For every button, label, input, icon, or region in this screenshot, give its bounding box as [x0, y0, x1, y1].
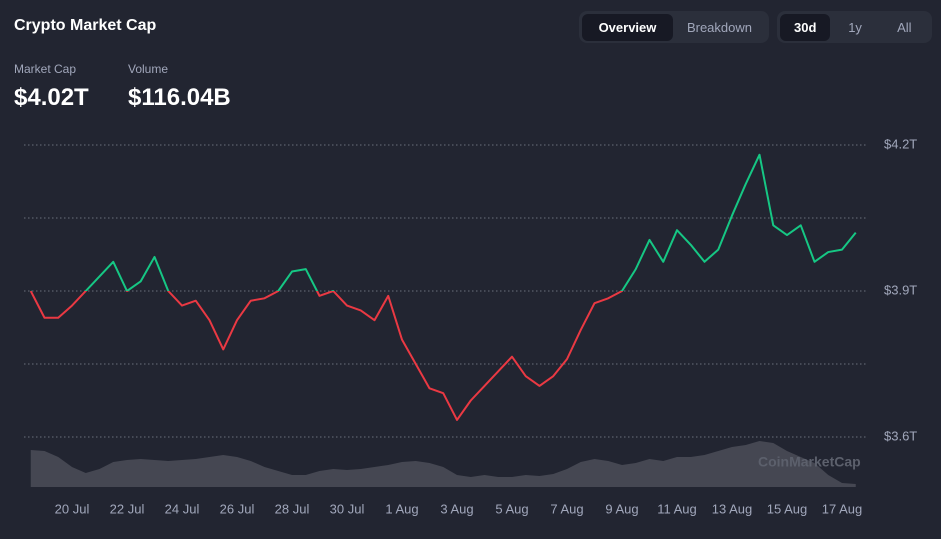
x-tick-label: 22 Jul	[110, 501, 145, 516]
x-tick-label: 30 Jul	[330, 501, 365, 516]
tab[interactable]: Breakdown	[686, 19, 752, 35]
x-tick-label: 9 Aug	[605, 501, 638, 516]
x-tick-label: 24 Jul	[165, 501, 200, 516]
x-tick-label: 15 Aug	[767, 501, 808, 516]
title: Crypto Market Cap	[14, 17, 157, 34]
y-tick-label: $4.2T	[884, 136, 917, 151]
watermark: CoinMarketCap	[758, 454, 861, 470]
range-group: 30d 1y All	[777, 11, 932, 43]
x-tick-label: 7 Aug	[550, 501, 583, 516]
x-tick-label: 1 Aug	[385, 501, 418, 516]
stat-value: $116.04B	[128, 84, 231, 111]
tab-group: Overview Breakdown	[579, 11, 769, 43]
y-tick-label: $3.9T	[884, 282, 917, 297]
line-down	[29, 291, 624, 421]
x-tick-label: 28 Jul	[275, 501, 310, 516]
stat-label: Market Cap	[14, 62, 77, 76]
stat-value: $4.02T	[14, 84, 89, 111]
range-tab[interactable]: All	[897, 19, 912, 35]
tab[interactable]: Overview	[582, 13, 673, 41]
range-tab[interactable]: 1y	[848, 19, 862, 35]
x-tick-label: 17 Aug	[822, 501, 863, 516]
x-tick-label: 26 Jul	[220, 501, 255, 516]
stat: Market Cap $4.02T	[14, 62, 89, 112]
y-tick-label: $3.6T	[884, 428, 917, 443]
stat-label: Volume	[128, 62, 169, 76]
line-up	[30, 153, 857, 291]
x-tick-label: 11 Aug	[657, 501, 697, 516]
range-tab[interactable]: 30d	[780, 13, 831, 41]
x-tick-label: 3 Aug	[440, 501, 473, 516]
x-tick-label: 20 Jul	[55, 501, 90, 516]
stat: Volume $116.04B	[128, 62, 231, 112]
x-tick-label: 13 Aug	[712, 501, 753, 516]
x-tick-label: 5 Aug	[495, 501, 528, 516]
volume-area	[30, 441, 856, 487]
